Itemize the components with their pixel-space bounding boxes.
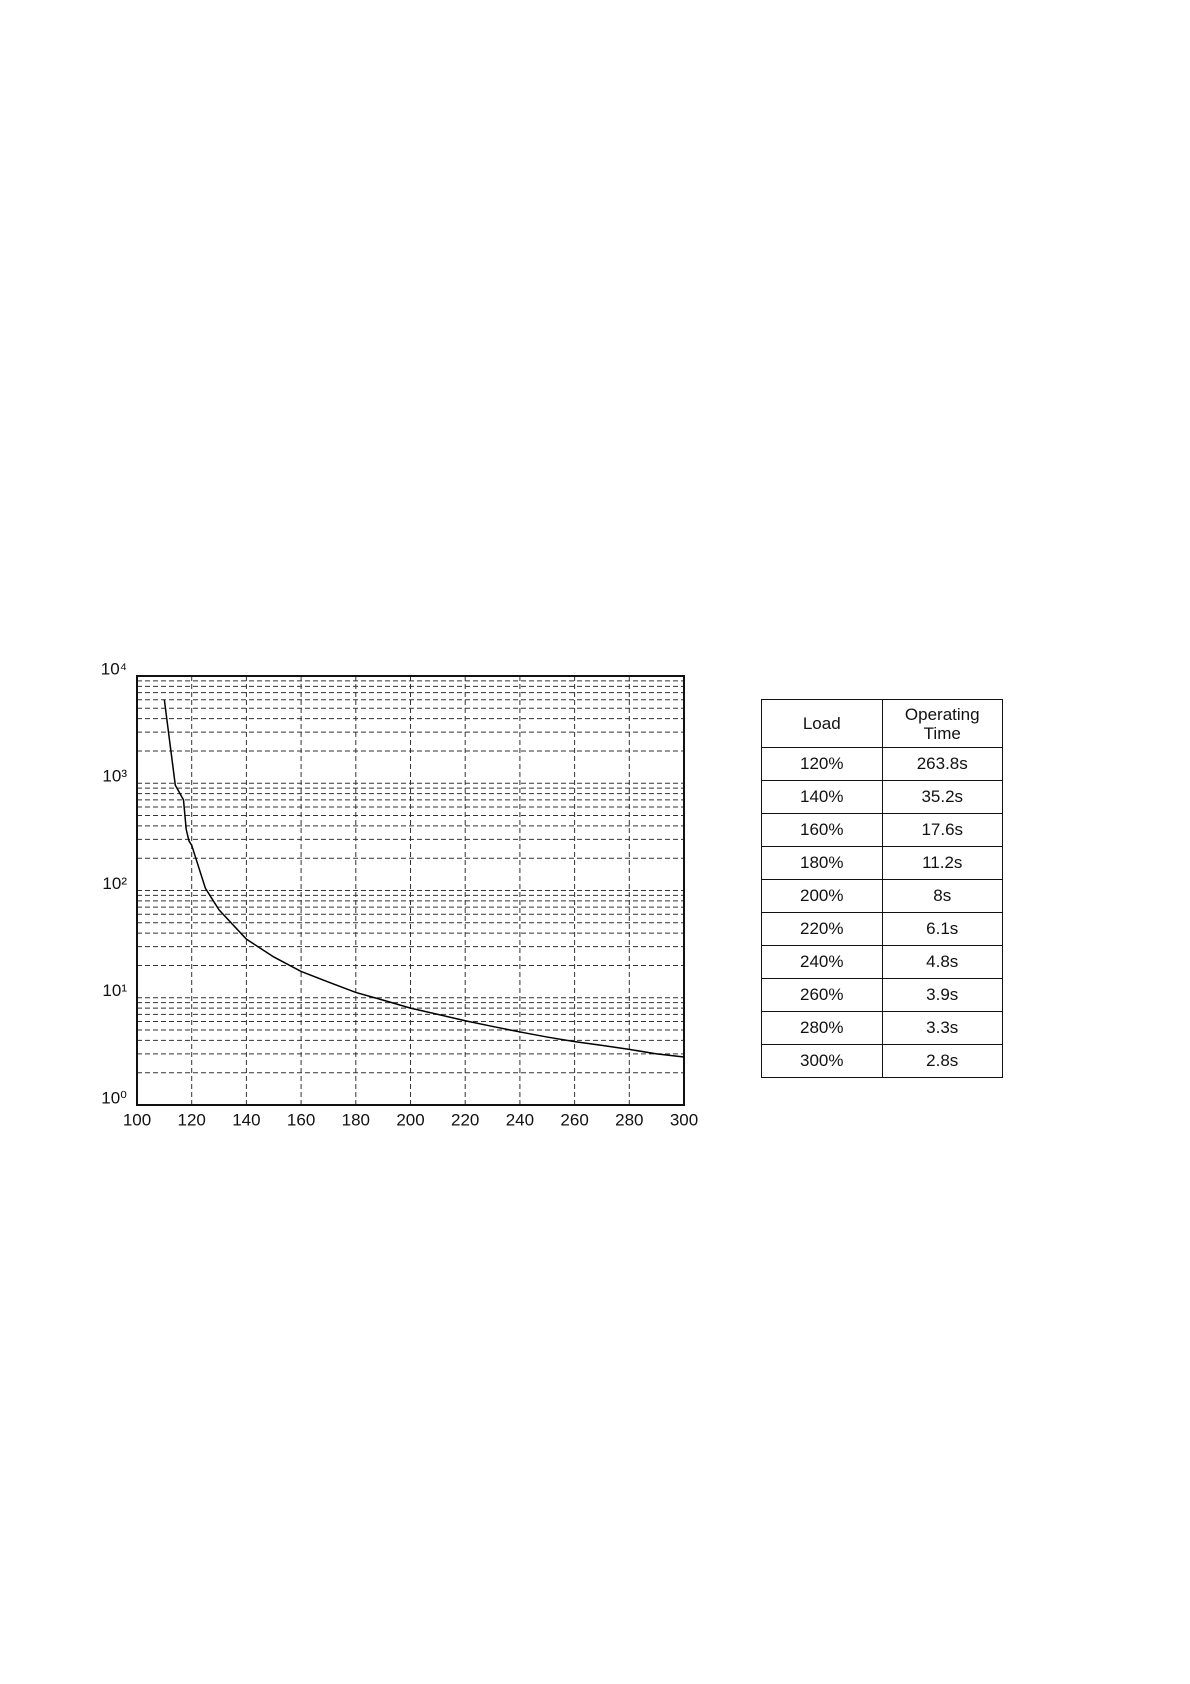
- x-tick-label: 180: [342, 1110, 370, 1129]
- table-cell: 260%: [761, 978, 883, 1012]
- load-table: Load Operating Time 120% 263.8s 140% 35.2s 1…: [761, 699, 1003, 1078]
- table-cell: 263.8s: [881, 747, 1003, 781]
- table-body: 120% 263.8s 140% 35.2s 160% 17.6s 180% 11.2s 200…: [761, 747, 1003, 1078]
- x-tick-label: 220: [451, 1110, 479, 1129]
- table-cell: 6.1s: [881, 912, 1003, 946]
- table-cell: 2.8s: [881, 1044, 1003, 1078]
- table-cell: 160%: [761, 813, 883, 847]
- x-tick-label: 200: [396, 1110, 424, 1129]
- x-tick-label: 140: [232, 1110, 260, 1129]
- table-cell: 240%: [761, 945, 883, 979]
- x-tick-label: 260: [560, 1110, 588, 1129]
- x-tick-label: 300: [670, 1110, 698, 1129]
- table-row: 280% 3.3s: [761, 1011, 1003, 1045]
- table-cell: 140%: [761, 780, 883, 814]
- table-row: 220% 6.1s: [761, 912, 1003, 946]
- table-cell: 180%: [761, 846, 883, 880]
- table-cell: 3.3s: [881, 1011, 1003, 1045]
- table-cell: 220%: [761, 912, 883, 946]
- header-cell: Operating Time: [881, 699, 1003, 748]
- table-row: 300% 2.8s: [761, 1044, 1003, 1078]
- table-cell: 8s: [881, 879, 1003, 913]
- plot-frame: [136, 675, 685, 1106]
- header-row: Load Operating Time: [761, 699, 1003, 748]
- table-cell: 4.8s: [881, 945, 1003, 979]
- y-tick-label: 10⁴: [101, 659, 127, 678]
- table-cell: 200%: [761, 879, 883, 913]
- curve: [163, 699, 685, 1058]
- x-tick-label: 100: [123, 1110, 151, 1129]
- x-tick-label: 160: [287, 1110, 315, 1129]
- x-tick-label: 120: [178, 1110, 206, 1129]
- x-tick-label: 280: [615, 1110, 643, 1129]
- x-tick-label: 240: [506, 1110, 534, 1129]
- table-cell: 17.6s: [881, 813, 1003, 847]
- table-row: 120% 263.8s: [761, 747, 1003, 781]
- y-tick-label: 10⁰: [101, 1088, 127, 1107]
- table-cell: 300%: [761, 1044, 883, 1078]
- header-cell: Load: [761, 699, 883, 748]
- table-row: 180% 11.2s: [761, 846, 1003, 880]
- table-cell: 120%: [761, 747, 883, 781]
- y-tick-label: 10³: [102, 767, 127, 786]
- table-row: 200% 8s: [761, 879, 1003, 913]
- table-row: 240% 4.8s: [761, 945, 1003, 979]
- table-row: 140% 35.2s: [761, 780, 1003, 814]
- table-row: 160% 17.6s: [761, 813, 1003, 847]
- table-cell: 35.2s: [881, 780, 1003, 814]
- table-cell: 11.2s: [881, 846, 1003, 880]
- y-tick-label: 10²: [102, 874, 127, 893]
- y-tick-label: 10¹: [102, 981, 127, 1000]
- chart: 10⁰ 10¹ 10² 10³ 10⁴ 100 120 140 160 180 200 220 240 2…: [101, 659, 698, 1129]
- table-row: 260% 3.9s: [761, 978, 1003, 1012]
- table-cell: 280%: [761, 1011, 883, 1045]
- table-cell: 3.9s: [881, 978, 1003, 1012]
